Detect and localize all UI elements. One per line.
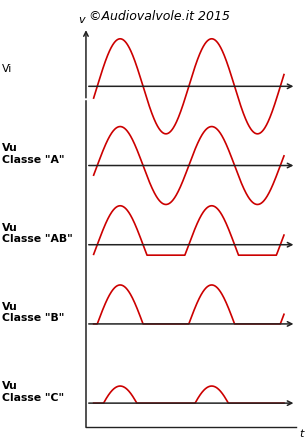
Text: Vu
Classe "C": Vu Classe "C" <box>2 381 64 403</box>
Text: ©Audiovalvole.it 2015: ©Audiovalvole.it 2015 <box>89 10 230 22</box>
Text: Vi: Vi <box>2 64 12 74</box>
Text: Vu
Classe "B": Vu Classe "B" <box>2 302 64 323</box>
Text: v: v <box>78 15 84 25</box>
Text: t: t <box>299 429 304 439</box>
Text: Vu
Classe "A": Vu Classe "A" <box>2 143 64 165</box>
Text: Vu
Classe "AB": Vu Classe "AB" <box>2 223 72 244</box>
